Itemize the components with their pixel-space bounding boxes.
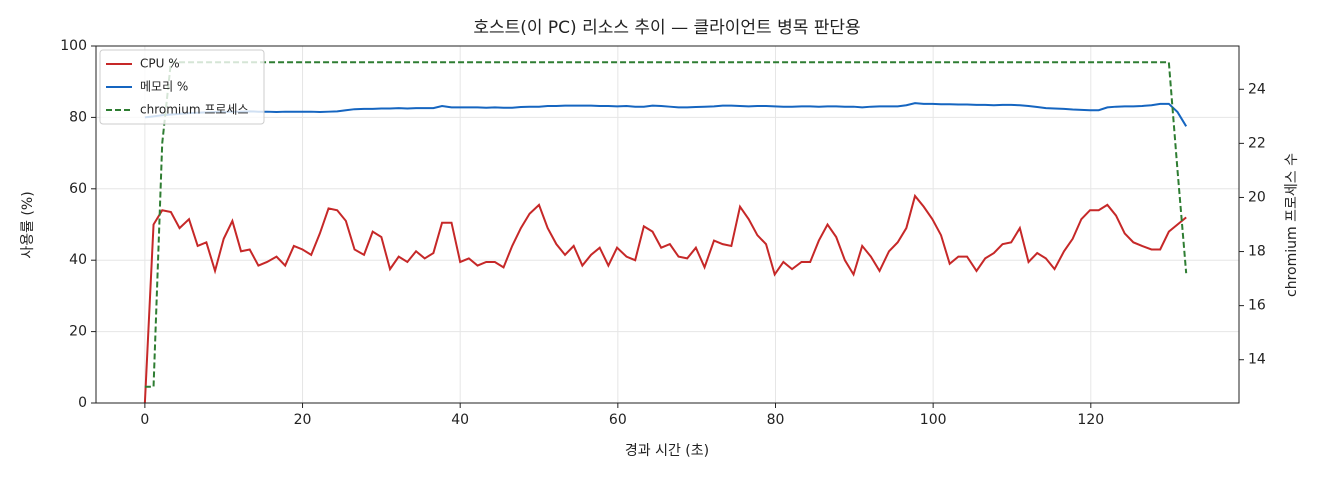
y-tick-label: 40	[69, 252, 87, 268]
y2-tick-label: 16	[1248, 298, 1266, 314]
x-tick-label: 80	[767, 412, 785, 428]
legend-label: CPU %	[140, 57, 180, 71]
y-tick-label: 60	[69, 181, 87, 197]
legend-label: 메모리 %	[140, 80, 188, 94]
x-tick-label: 20	[294, 412, 312, 428]
legend-label: chromium 프로세스	[140, 103, 249, 117]
data-line	[144, 102, 1188, 127]
y2-tick-label: 14	[1248, 352, 1266, 368]
legend-box	[99, 49, 265, 125]
y2-tick-label: 18	[1248, 244, 1266, 260]
x-tick-label: 0	[140, 412, 149, 428]
chart-title: 호스트(이 PC) 리소스 추이 — 클라이언트 병목 판단용	[473, 18, 860, 38]
y2-axis-label: chromium 프로세스 수	[1284, 153, 1300, 297]
y-tick-label: 100	[60, 38, 87, 54]
plot-frame	[95, 45, 1240, 404]
y2-tick-label: 24	[1248, 81, 1266, 97]
y-tick-label: 0	[78, 395, 87, 411]
data-line	[144, 61, 1188, 388]
y-tick-label: 80	[69, 109, 87, 125]
x-tick-label: 120	[1077, 412, 1104, 428]
y-tick-label: 20	[69, 324, 87, 340]
data-line	[143, 193, 1187, 404]
y-axis-label: 사용률 (%)	[20, 191, 36, 258]
x-tick-label: 60	[609, 412, 627, 428]
x-tick-label: 100	[920, 412, 947, 428]
x-axis-label: 경과 시간 (초)	[625, 443, 709, 459]
y2-tick-label: 20	[1248, 189, 1266, 205]
x-tick-label: 40	[451, 412, 469, 428]
y2-tick-label: 22	[1248, 135, 1266, 151]
